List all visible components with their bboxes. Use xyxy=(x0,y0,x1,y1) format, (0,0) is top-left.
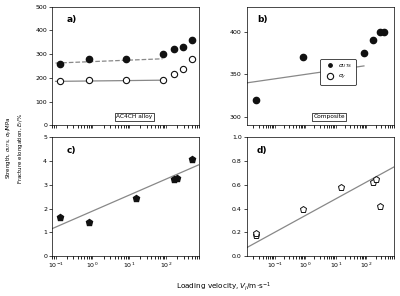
Text: b): b) xyxy=(257,15,268,24)
Text: AC4CH alloy: AC4CH alloy xyxy=(116,114,153,119)
Text: a): a) xyxy=(67,15,77,24)
Legend: $\sigma_{UTS}$, $\sigma_y$: $\sigma_{UTS}$, $\sigma_y$ xyxy=(320,59,356,85)
Text: Composite: Composite xyxy=(313,114,345,119)
Text: c): c) xyxy=(67,146,76,155)
Text: d): d) xyxy=(257,146,268,155)
Text: Strength, $\sigma_{UTS}$, $\sigma_y$/MPa
Fracture elongation, $E_f$/%: Strength, $\sigma_{UTS}$, $\sigma_y$/MPa… xyxy=(5,112,25,184)
Text: Loading velocity, $V_l$/m·s$^{-1}$: Loading velocity, $V_l$/m·s$^{-1}$ xyxy=(176,281,271,293)
